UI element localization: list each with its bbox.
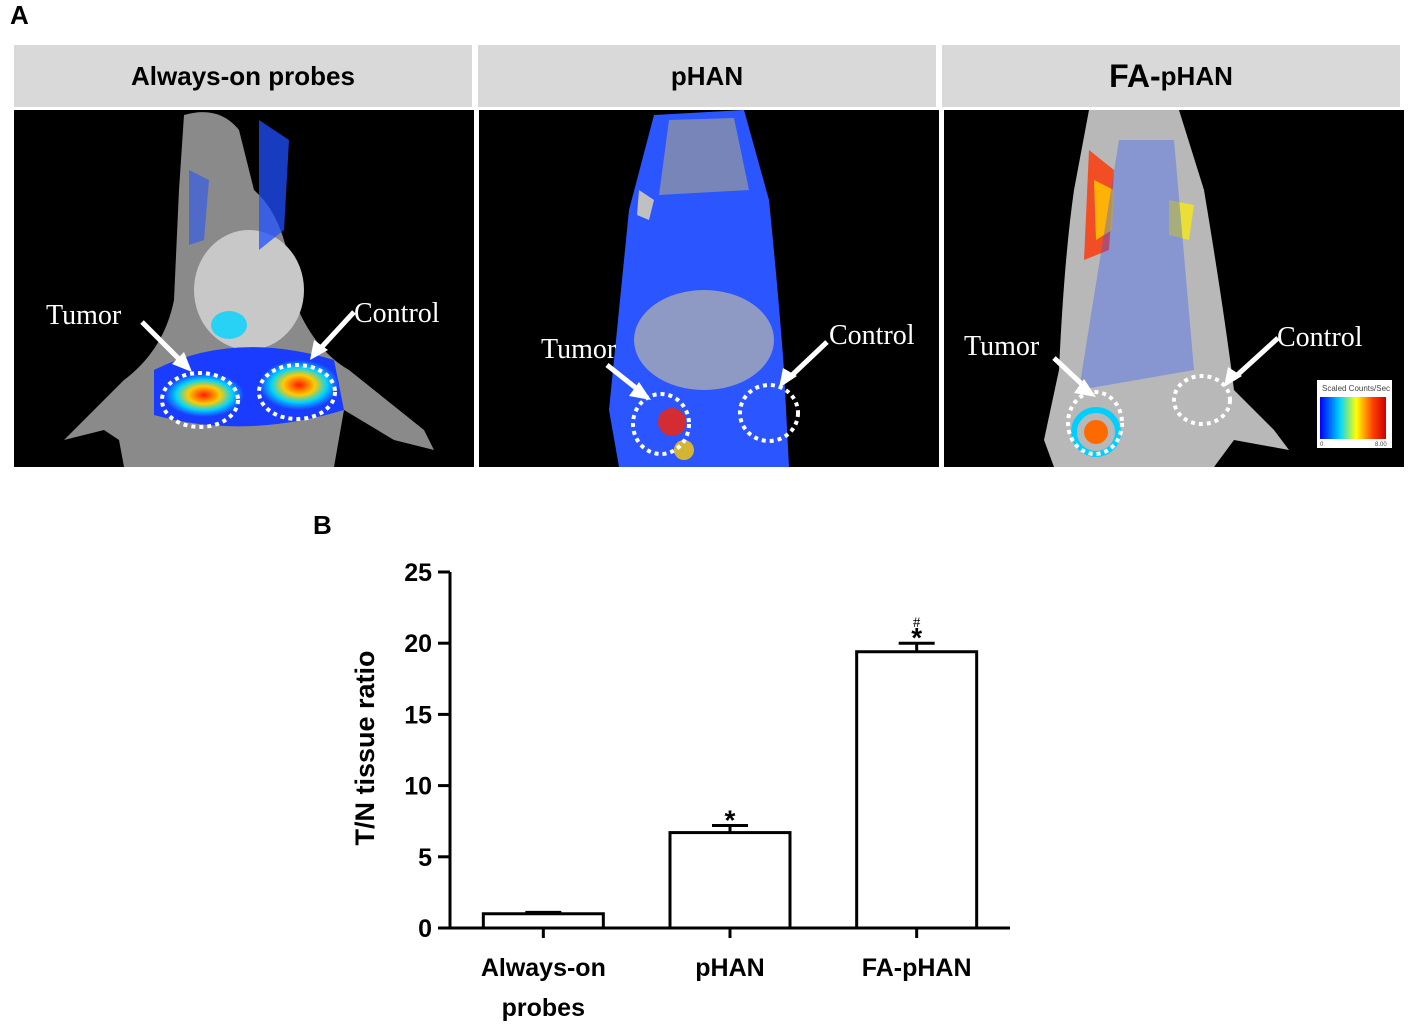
image-title-fa-phan: FA-pHAN (942, 45, 1400, 107)
bar (855, 650, 979, 930)
image-title-phan: pHAN (478, 45, 936, 107)
fluorescence-image-fa-phan: Tumor Control Scaled Counts/Sec 0 8.00 (944, 110, 1404, 467)
fluorescence-image-always-on: Tumor Control (14, 110, 474, 467)
y-tick-label: 5 (418, 844, 432, 872)
control-label: Control (1277, 322, 1363, 353)
scale-title: Scaled Counts/Sec (1322, 384, 1390, 393)
x-tick-label: Always-on (481, 954, 606, 982)
x-tick-label: FA-pHAN (862, 954, 972, 982)
bar (668, 831, 792, 930)
control-label: Control (354, 298, 440, 329)
tumor-label: Tumor (964, 331, 1040, 362)
tumor-label: Tumor (541, 334, 617, 365)
panel-label-a: A (10, 0, 29, 30)
scale-min: 0 (1320, 442, 1324, 448)
y-axis-label: T/N tissue ratio (350, 650, 380, 845)
y-tick-label: 15 (404, 701, 432, 729)
y-tick-label: 25 (404, 559, 432, 587)
image-title-always-on: Always-on probes (14, 45, 472, 107)
fluorescence-image-phan: Tumor Control (479, 110, 939, 467)
x-tick-label: probes (502, 994, 585, 1022)
y-tick-label: 0 (418, 915, 432, 943)
image-title-suffix: pHAN (1160, 60, 1233, 91)
bar (481, 912, 605, 930)
image-title-text: pHAN (670, 60, 744, 91)
image-title-text: Always-on probes (131, 60, 355, 91)
y-tick-label: 10 (404, 773, 432, 801)
panel-label-b: B (313, 510, 332, 540)
significance-star: * (911, 622, 922, 653)
control-label: Control (829, 320, 915, 351)
scale-max: 8.00 (1375, 442, 1387, 448)
x-tick-label: pHAN (695, 954, 764, 982)
y-tick-label: 20 (404, 630, 432, 658)
significance-hash: # (913, 615, 921, 631)
image-title-prefix: FA- (1109, 57, 1161, 94)
significance-star: * (725, 804, 736, 835)
color-scale-bar (1320, 397, 1386, 439)
tumor-label: Tumor (46, 300, 122, 331)
